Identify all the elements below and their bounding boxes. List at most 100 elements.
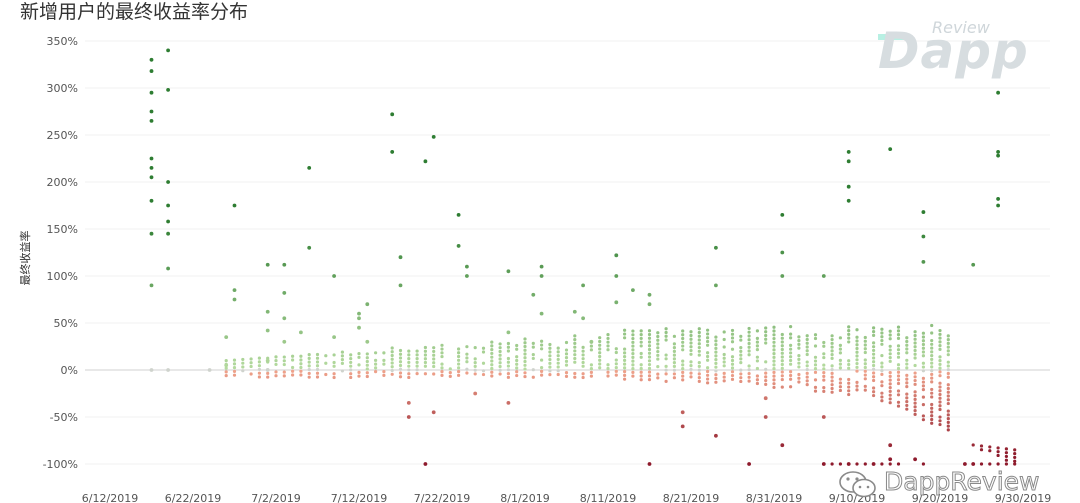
scatter-point xyxy=(440,347,444,351)
scatter-point xyxy=(606,340,610,344)
scatter-point xyxy=(232,369,237,374)
scatter-point xyxy=(697,342,701,346)
scatter-point xyxy=(581,372,585,376)
scatter-point xyxy=(332,360,336,365)
scatter-point xyxy=(415,353,419,357)
scatter-point xyxy=(506,360,510,364)
scatter-point xyxy=(374,351,378,355)
scatter-point xyxy=(149,57,154,62)
scatter-point xyxy=(838,366,843,370)
scatter-point xyxy=(921,418,926,422)
scatter-point xyxy=(888,397,892,401)
scatter-point xyxy=(896,348,901,352)
scatter-point xyxy=(589,344,594,348)
scatter-point xyxy=(523,371,527,375)
scatter-point xyxy=(681,367,685,371)
scatter-point xyxy=(473,368,477,372)
scatter-point xyxy=(714,358,718,362)
scatter-point xyxy=(755,378,760,382)
scatter-point xyxy=(332,372,336,376)
scatter-point xyxy=(847,385,851,389)
scatter-point xyxy=(407,368,411,372)
scatter-point xyxy=(390,112,395,117)
scatter-point xyxy=(822,363,826,367)
scatter-point xyxy=(365,356,369,360)
scatter-point xyxy=(664,327,668,331)
scatter-point xyxy=(365,302,370,307)
scatter-point xyxy=(872,393,876,398)
scatter-point xyxy=(706,332,710,336)
scatter-point xyxy=(332,274,336,278)
scatter-point xyxy=(498,353,502,357)
scatter-point xyxy=(423,364,427,368)
scatter-point xyxy=(697,349,701,353)
scatter-point xyxy=(697,327,701,331)
scatter-point xyxy=(639,355,643,359)
scatter-point xyxy=(813,363,818,367)
scatter-point xyxy=(872,348,876,353)
scatter-point xyxy=(697,330,701,335)
scatter-point xyxy=(789,347,793,351)
scatter-point xyxy=(681,374,685,378)
scatter-point xyxy=(398,371,403,375)
scatter-point xyxy=(921,369,926,373)
scatter-point xyxy=(988,445,992,449)
scatter-point xyxy=(739,368,743,372)
scatter-point xyxy=(357,325,361,330)
scatter-point xyxy=(880,338,884,343)
scatter-point xyxy=(332,335,336,339)
scatter-point xyxy=(166,231,171,236)
scatter-point xyxy=(905,373,909,377)
scatter-point xyxy=(639,370,643,374)
scatter-point xyxy=(498,342,502,346)
scatter-point xyxy=(506,364,510,368)
scatter-point xyxy=(282,262,287,267)
scatter-point xyxy=(374,366,378,370)
scatter-point xyxy=(938,355,942,359)
scatter-point xyxy=(423,462,428,466)
scatter-point xyxy=(789,332,793,336)
scatter-point xyxy=(797,339,801,343)
scatter-point xyxy=(747,345,751,349)
scatter-point xyxy=(921,365,926,369)
scatter-point xyxy=(888,401,892,405)
scatter-point xyxy=(564,348,569,352)
scatter-point xyxy=(647,355,652,359)
scatter-point xyxy=(573,356,577,361)
scatter-point xyxy=(938,328,942,333)
scatter-point xyxy=(448,374,452,379)
scatter-point xyxy=(921,331,926,335)
scatter-point xyxy=(232,366,237,370)
scatter-point xyxy=(772,348,776,352)
scatter-point xyxy=(299,354,303,358)
scatter-point xyxy=(540,369,544,373)
scatter-point xyxy=(830,345,834,349)
scatter-point xyxy=(863,369,867,373)
scatter-point xyxy=(506,356,510,361)
scatter-point xyxy=(456,244,461,248)
scatter-point xyxy=(730,332,735,336)
scatter-point xyxy=(706,343,710,347)
scatter-point xyxy=(930,331,934,335)
scatter-point xyxy=(656,334,660,339)
scatter-point xyxy=(772,363,776,367)
scatter-point xyxy=(855,361,859,366)
scatter-point xyxy=(805,367,809,372)
scatter-point xyxy=(623,370,627,374)
x-tick-label: 9/10/2019 xyxy=(829,492,885,503)
scatter-point xyxy=(232,362,237,366)
scatter-point xyxy=(332,375,336,380)
scatter-point xyxy=(531,353,535,357)
scatter-point xyxy=(872,330,876,334)
scatter-point xyxy=(589,370,594,374)
scatter-point xyxy=(457,366,461,370)
scatter-point xyxy=(888,389,892,394)
scatter-point xyxy=(315,371,320,375)
scatter-point xyxy=(647,370,652,374)
scatter-point xyxy=(872,367,876,371)
scatter-point xyxy=(872,375,876,379)
scatter-point xyxy=(473,391,478,396)
scatter-point xyxy=(415,364,419,368)
scatter-point xyxy=(938,366,942,370)
scatter-point xyxy=(490,348,494,352)
